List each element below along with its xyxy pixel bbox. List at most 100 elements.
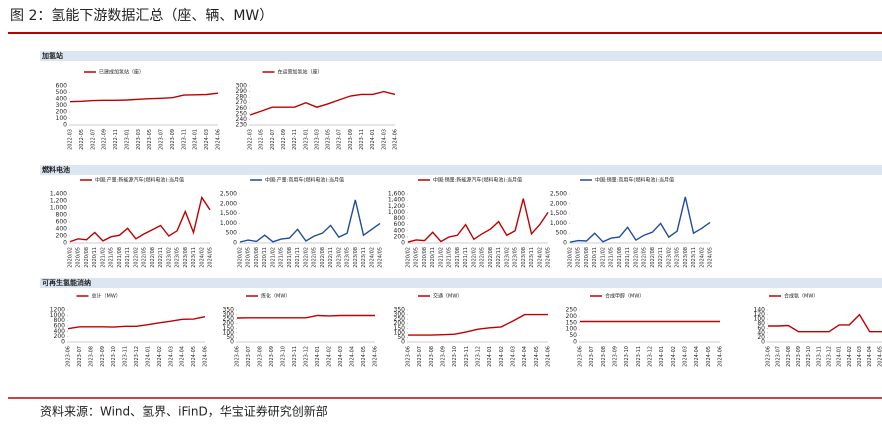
y-tick-label: 260 [236,105,248,112]
x-tick-label: 2023-11 [181,129,187,150]
x-tick-label: 2022/11 [496,247,502,268]
x-tick-label: 2024/05 [378,247,384,268]
x-tick-label: 2023-06 [66,346,72,367]
y-tick-label: 500 [556,230,568,237]
x-tick-label: 2023-08 [88,346,94,367]
data-line [569,196,711,243]
y-tick-label: 100 [394,329,406,336]
x-tick-label: 2023-11 [636,346,642,367]
x-tick-label: 2023-09 [170,129,176,150]
x-tick-label: 2023/11 [361,247,367,268]
x-tick-label: 2023-01 [303,129,309,150]
x-tick-label: 2024-05 [191,346,197,367]
x-tick-label: 2021/02 [100,247,106,268]
x-tick-label: 2023-10 [281,346,287,367]
x-tick-label: 2023-07 [589,346,595,367]
x-tick-label: 2023-09 [100,346,106,367]
x-tick-label: 2022/02 [303,247,309,268]
x-tick-label: 2024-06 [393,129,399,150]
x-tick-label: 2023/05 [175,247,181,268]
y-tick-label: 0 [61,339,65,346]
x-tick-label: 2024/05 [208,247,214,268]
y-tick-label: 20 [757,334,765,341]
data-line [768,313,882,333]
y-tick-label: 300 [223,311,235,318]
x-tick-label: 2024-02 [847,346,853,367]
x-tick-label: 2020/02 [406,247,412,268]
x-tick-label: 2020/11 [592,247,598,268]
y-tick-label: 300 [236,83,248,90]
x-tick-label: 2023-07 [776,346,782,367]
y-tick-label: 400 [394,227,406,234]
x-tick-label: 2021/11 [125,247,131,268]
legend-label: 合成甲醇（MW） [605,293,644,300]
y-tick-label: 200 [223,320,235,327]
x-tick-label: 2021/02 [270,247,276,268]
x-tick-label: 2022-03 [68,129,74,150]
x-tick-label: 2023-07 [417,346,423,367]
x-tick-label: 2022/05 [642,247,648,268]
x-tick-label: 2023-12 [648,346,654,367]
x-tick-label: 2024-06 [216,129,222,150]
section-bar [40,165,882,175]
x-tick-label: 2023/05 [675,247,681,268]
x-tick-label: 2024-05 [706,346,712,367]
x-tick-label: 2023-12 [827,346,833,367]
x-tick-label: 2020/05 [414,247,420,268]
x-tick-label: 2024-04 [350,346,356,367]
x-tick-label: 2024-06 [373,346,379,367]
y-tick-label: 250 [394,316,406,323]
legend-label: 中国:产量:新能源汽车(燃料电池):当月值 [95,177,184,184]
x-tick-label: 2021/02 [600,247,606,268]
y-tick-label: 0 [63,240,67,247]
y-tick-label: 0 [233,240,237,247]
x-tick-label: 2023-07 [246,346,252,367]
y-tick-label: 200 [394,320,406,327]
x-tick-label: 2023-09 [269,346,275,367]
x-tick-label: 2022-03 [248,129,254,150]
x-tick-label: 2022-09 [102,129,108,150]
x-tick-label: 2023-03 [314,129,320,150]
x-tick-label: 2024-04 [180,346,186,367]
x-tick-label: 2022-05 [259,129,265,150]
x-tick-label: 2020/02 [68,247,74,268]
x-tick-label: 2023/02 [166,247,172,268]
x-tick-label: 2022/05 [480,247,486,268]
x-tick-label: 2024/05 [546,247,552,268]
x-tick-label: 2024-03 [338,346,344,367]
y-tick-label: 0 [761,339,765,346]
x-tick-label: 2023-03 [136,129,142,150]
x-tick-label: 2024-05 [877,346,882,367]
x-tick-label: 2024-01 [315,346,321,367]
section-bar [40,51,882,61]
x-tick-label: 2022/11 [328,247,334,268]
y-tick-label: 2,500 [550,191,567,198]
x-tick-label: 2023/11 [529,247,535,268]
y-tick-label: 2,000 [550,200,567,207]
x-tick-label: 2023-06 [235,346,241,367]
x-tick-label: 2024-01 [659,346,665,367]
y-tick-label: 600 [394,221,406,228]
x-tick-label: 2022-11 [113,129,119,150]
legend-label: 已建成加氢站（座） [99,69,144,76]
y-tick-label: 800 [54,317,66,324]
y-tick-label: 270 [236,99,248,106]
x-tick-label: 2023-10 [452,346,458,367]
y-tick-label: 1,500 [550,210,567,217]
x-tick-label: 2023-12 [304,346,310,367]
x-tick-label: 2022-05 [79,129,85,150]
x-tick-label: 2021/05 [109,247,115,268]
x-tick-label: 2023-07 [159,129,165,150]
x-tick-label: 2024/02 [199,247,205,268]
x-tick-label: 2024-03 [204,129,210,150]
x-tick-label: 2023/08 [683,247,689,268]
y-tick-label: 120 [754,311,766,318]
x-tick-label: 2020/08 [422,247,428,268]
y-tick-label: 600 [56,219,68,226]
x-tick-label: 2021/11 [625,247,631,268]
x-tick-label: 2021/08 [455,247,461,268]
y-tick-label: 200 [56,109,68,116]
x-tick-label: 2022/11 [658,247,664,268]
y-tick-label: 0 [230,339,234,346]
